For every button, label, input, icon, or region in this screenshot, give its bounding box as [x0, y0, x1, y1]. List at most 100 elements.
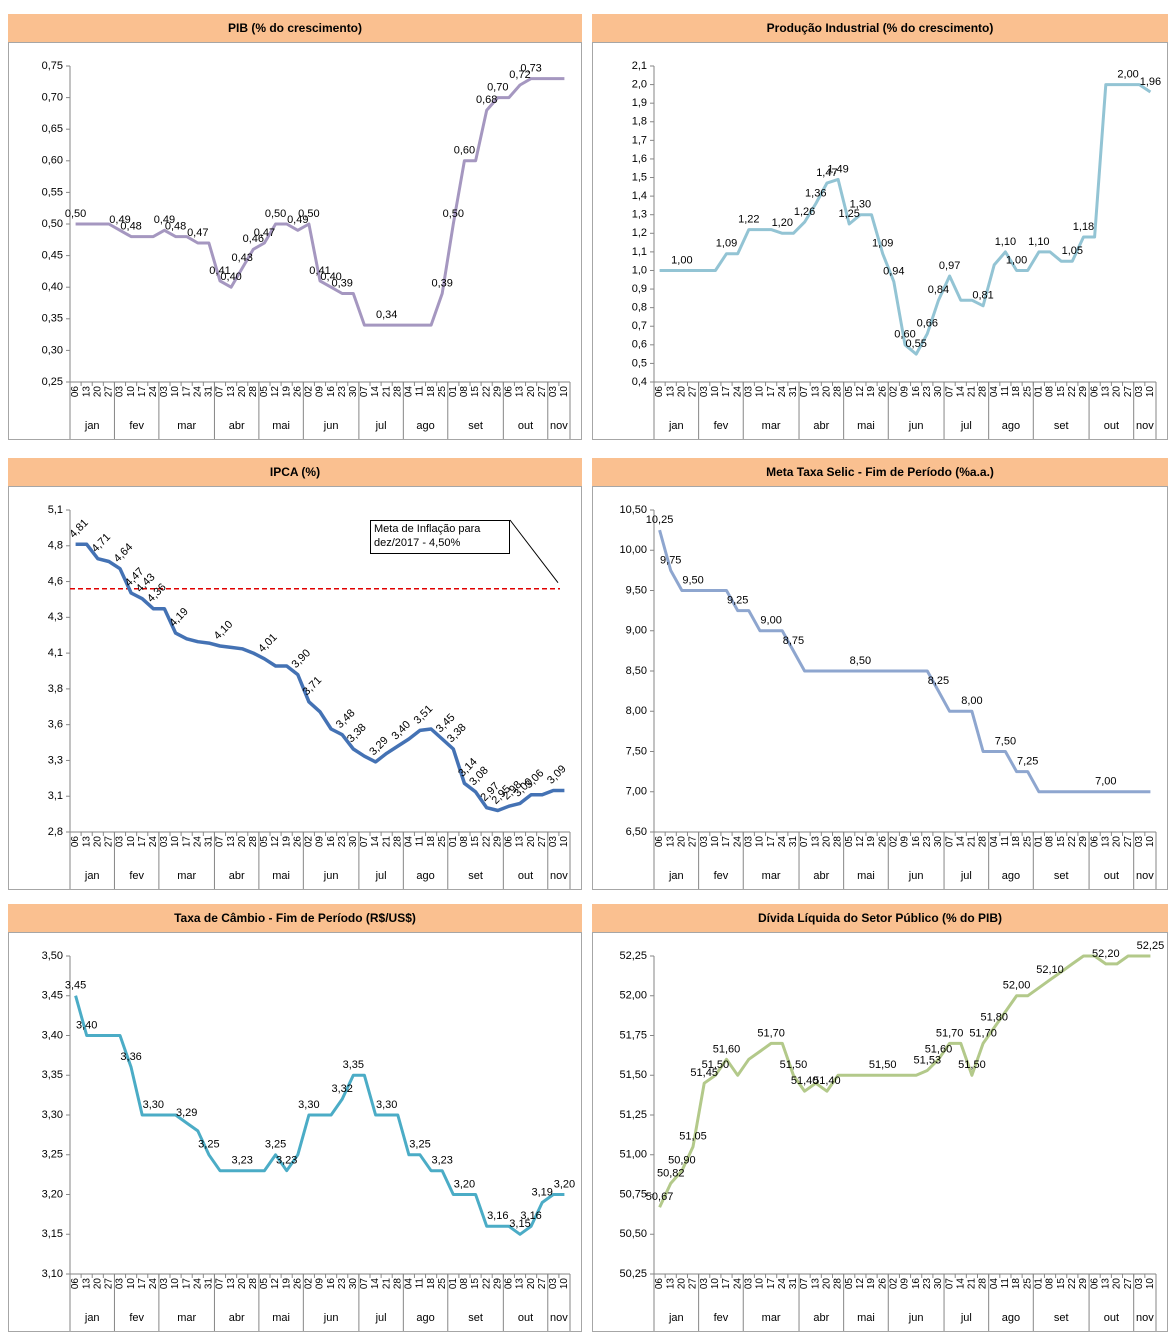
x-tick-label: 03 — [699, 386, 710, 398]
data-label: 50,90 — [668, 1155, 696, 1167]
x-tick-label: 15 — [1056, 1278, 1067, 1290]
x-tick-label: 06 — [654, 386, 665, 398]
x-tick-label: 03 — [1134, 1278, 1145, 1290]
x-tick-label: 18 — [1011, 1278, 1022, 1290]
x-tick-label: 13 — [665, 836, 676, 848]
group-label: nov — [550, 870, 568, 882]
x-tick-label: 10 — [710, 386, 721, 398]
data-label: 51,70 — [936, 1027, 964, 1039]
x-tick-label: 10 — [559, 836, 570, 848]
group-label: jan — [84, 420, 100, 432]
x-tick-label: 07 — [359, 836, 370, 848]
x-tick-label: 13 — [665, 1278, 676, 1290]
x-tick-label: 25 — [437, 1278, 448, 1290]
x-tick-label: 02 — [888, 1278, 899, 1290]
y-tick-label: 1,0 — [632, 264, 647, 276]
x-tick-label: 20 — [237, 386, 248, 398]
x-tick-label: 14 — [370, 836, 381, 848]
data-label: 1,09 — [716, 238, 737, 250]
x-tick-label: 20 — [822, 836, 833, 848]
x-tick-label: 10 — [755, 1278, 766, 1290]
x-tick-label: 20 — [92, 1278, 103, 1290]
data-label: 0,66 — [917, 318, 938, 330]
data-label: 0,40 — [320, 271, 341, 283]
x-tick-label: 03 — [743, 1278, 754, 1290]
x-tick-label: 17 — [721, 836, 732, 848]
x-tick-label: 18 — [426, 836, 437, 848]
x-tick-label: 16 — [326, 1278, 337, 1290]
x-tick-label: 05 — [844, 836, 855, 848]
x-tick-label: 29 — [1078, 1278, 1089, 1290]
group-label: set — [1054, 420, 1069, 432]
data-label: 51,50 — [780, 1059, 808, 1071]
x-tick-label: 18 — [1011, 386, 1022, 398]
x-tick-label: 13 — [81, 1278, 92, 1290]
group-label: fev — [714, 1312, 729, 1324]
x-tick-label: 10 — [710, 836, 721, 848]
data-label: 0,70 — [487, 82, 508, 94]
x-tick-label: 03 — [159, 836, 170, 848]
group-label: set — [468, 420, 483, 432]
x-tick-label: 17 — [181, 1278, 192, 1290]
y-tick-label: 0,70 — [42, 92, 63, 104]
data-label: 0,49 — [109, 214, 130, 226]
x-tick-label: 14 — [370, 1278, 381, 1290]
group-label: out — [1104, 870, 1119, 882]
x-tick-label: 20 — [526, 386, 537, 398]
data-label: 0,60 — [894, 329, 915, 341]
x-tick-label: 08 — [1045, 836, 1056, 848]
x-tick-label: 09 — [315, 386, 326, 398]
x-tick-label: 01 — [1034, 386, 1045, 398]
y-tick-label: 3,30 — [42, 1109, 63, 1121]
x-tick-label: 26 — [292, 1278, 303, 1290]
x-tick-label: 10 — [710, 1278, 721, 1290]
data-label: 0,60 — [454, 145, 475, 157]
x-tick-label: 02 — [304, 1278, 315, 1290]
data-label: 0,97 — [939, 260, 960, 272]
y-tick-label: 50,50 — [619, 1228, 647, 1240]
x-tick-label: 13 — [226, 386, 237, 398]
x-tick-label: 31 — [788, 1278, 799, 1290]
x-tick-label: 31 — [788, 836, 799, 848]
x-tick-label: 30 — [348, 1278, 359, 1290]
data-label: 3,19 — [532, 1186, 553, 1198]
x-tick-label: 07 — [215, 836, 226, 848]
x-tick-label: 18 — [1011, 836, 1022, 848]
x-tick-label: 06 — [654, 836, 665, 848]
data-label: 0,41 — [209, 265, 230, 277]
x-tick-label: 07 — [359, 1278, 370, 1290]
x-tick-label: 13 — [515, 1278, 526, 1290]
group-label: abr — [229, 1312, 245, 1324]
y-tick-label: 51,75 — [619, 1029, 647, 1041]
y-tick-label: 3,50 — [42, 950, 63, 962]
group-label: jun — [323, 870, 339, 882]
x-tick-label: 08 — [459, 1278, 470, 1290]
data-label: 0,50 — [265, 208, 286, 220]
group-label: abr — [813, 1312, 829, 1324]
data-label: 52,10 — [1036, 964, 1064, 976]
data-label: 1,18 — [1073, 221, 1094, 233]
group-label: ago — [1002, 870, 1020, 882]
data-label: 51,40 — [813, 1075, 841, 1087]
x-tick-label: 20 — [1112, 836, 1123, 848]
y-tick-label: 0,8 — [632, 302, 647, 314]
x-tick-label: 27 — [1123, 386, 1134, 398]
annotation: Meta de Inflação para dez/2017 - 4,50% — [370, 520, 510, 554]
data-label: 3,30 — [143, 1099, 164, 1111]
data-label: 8,75 — [783, 635, 804, 647]
x-tick-label: 13 — [226, 836, 237, 848]
group-label: abr — [229, 420, 245, 432]
group-label: set — [468, 870, 483, 882]
data-label: 0,55 — [905, 338, 926, 350]
x-tick-label: 16 — [911, 1278, 922, 1290]
x-tick-label: 26 — [292, 836, 303, 848]
x-tick-label: 07 — [215, 1278, 226, 1290]
x-tick-label: 21 — [381, 386, 392, 398]
x-tick-label: 17 — [766, 386, 777, 398]
x-tick-label: 04 — [404, 836, 415, 848]
x-tick-label: 22 — [481, 386, 492, 398]
group-label: nov — [550, 420, 568, 432]
y-tick-label: 7,00 — [626, 786, 647, 798]
x-tick-label: 11 — [1000, 1278, 1011, 1289]
plot-box — [592, 932, 1168, 1332]
